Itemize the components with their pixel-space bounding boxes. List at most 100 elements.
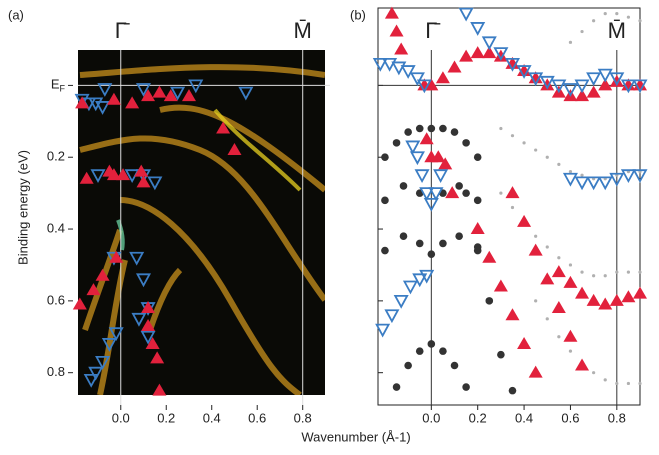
data-point xyxy=(141,89,156,102)
data-point xyxy=(633,286,647,299)
data-point xyxy=(389,24,404,37)
panel-label: (b) xyxy=(350,7,366,22)
data-point xyxy=(88,97,104,112)
data-point xyxy=(79,171,94,184)
data-point xyxy=(88,366,104,381)
data-point xyxy=(399,232,408,241)
data-point xyxy=(381,246,389,255)
x-tick-label: 0.0 xyxy=(422,410,440,425)
data-point xyxy=(505,186,520,199)
data-point xyxy=(438,157,453,170)
data-point xyxy=(545,317,549,321)
x-axis-label: Wavenumber (Å-1) xyxy=(301,429,410,444)
data-point xyxy=(399,182,408,190)
chart-layer: (a) Γ̄ M̄ 0.0 0.2 0.4 0.6 0.8 EF 0.2 0.4 0.6 0.8 Bind… xyxy=(8,6,648,444)
panel-label: (a) xyxy=(8,7,24,22)
data-point xyxy=(381,196,389,205)
data-point xyxy=(131,312,147,327)
data-point xyxy=(392,139,401,147)
data-point xyxy=(528,72,544,87)
panel-b-frame xyxy=(377,7,641,406)
data-point xyxy=(391,61,407,76)
data-point xyxy=(462,189,470,197)
x-tick-label: 0.2 xyxy=(469,410,487,425)
data-point xyxy=(609,72,625,87)
data-point xyxy=(145,336,160,349)
data-point xyxy=(539,75,555,90)
data-point xyxy=(568,263,573,267)
data-point xyxy=(568,349,573,353)
data-point xyxy=(540,78,555,91)
data-point xyxy=(575,358,590,371)
data-point xyxy=(473,243,482,251)
data-point xyxy=(615,270,619,274)
data-point xyxy=(568,40,573,44)
symmetry-label: Γ̄ xyxy=(115,18,130,43)
data-point xyxy=(150,351,165,364)
data-point xyxy=(129,251,145,266)
data-point xyxy=(638,19,642,23)
data-point xyxy=(404,128,412,136)
data-point xyxy=(510,134,515,138)
data-point xyxy=(458,7,474,22)
data-point xyxy=(470,22,486,36)
data-point xyxy=(557,335,561,339)
data-point xyxy=(394,42,409,55)
data-point xyxy=(563,329,578,342)
data-point xyxy=(170,86,186,101)
data-point xyxy=(528,365,543,378)
data-point xyxy=(603,11,607,16)
x-tick-label: 0.4 xyxy=(203,410,221,425)
data-point xyxy=(375,323,391,338)
data-point xyxy=(372,57,388,72)
y-tick-label: 0.4 xyxy=(47,220,65,235)
data-point xyxy=(508,386,517,395)
data-point xyxy=(427,340,436,348)
data-point xyxy=(626,15,631,19)
data-point xyxy=(163,89,178,102)
data-point xyxy=(499,126,503,131)
data-point xyxy=(392,383,401,391)
data-point xyxy=(393,294,409,309)
data-point xyxy=(462,139,470,147)
data-point xyxy=(517,214,532,227)
data-point xyxy=(381,153,389,162)
x-tick-label: 0.8 xyxy=(608,410,626,425)
data-point xyxy=(415,124,424,133)
data-point xyxy=(427,124,436,133)
data-point xyxy=(470,46,485,59)
data-point xyxy=(575,89,590,102)
data-point xyxy=(101,338,117,352)
data-point xyxy=(431,150,446,163)
data-point xyxy=(615,11,619,16)
data-point xyxy=(405,140,421,155)
data-point xyxy=(534,299,538,303)
data-point xyxy=(462,383,470,391)
data-point xyxy=(409,151,425,166)
data-point xyxy=(534,234,538,238)
data-point xyxy=(551,301,566,314)
symmetry-label: M̄ xyxy=(294,18,312,43)
data-point xyxy=(384,309,400,324)
data-point xyxy=(499,191,503,195)
data-point xyxy=(603,274,607,278)
data-point xyxy=(621,290,636,303)
data-point xyxy=(428,187,444,202)
data-point xyxy=(470,222,485,235)
data-point xyxy=(557,256,561,260)
data-point xyxy=(517,336,532,349)
data-point xyxy=(455,232,463,241)
data-point xyxy=(626,381,631,386)
data-point xyxy=(485,297,494,305)
data-point xyxy=(633,78,647,91)
data-point xyxy=(74,93,90,108)
data-point xyxy=(415,239,424,248)
data-point xyxy=(482,250,497,263)
data-point xyxy=(116,168,131,181)
y-tick-label: 0.8 xyxy=(47,364,65,379)
data-point xyxy=(632,79,648,94)
data-point xyxy=(598,78,613,91)
data-point xyxy=(562,83,578,97)
data-point xyxy=(597,176,613,191)
data-point xyxy=(473,196,482,205)
